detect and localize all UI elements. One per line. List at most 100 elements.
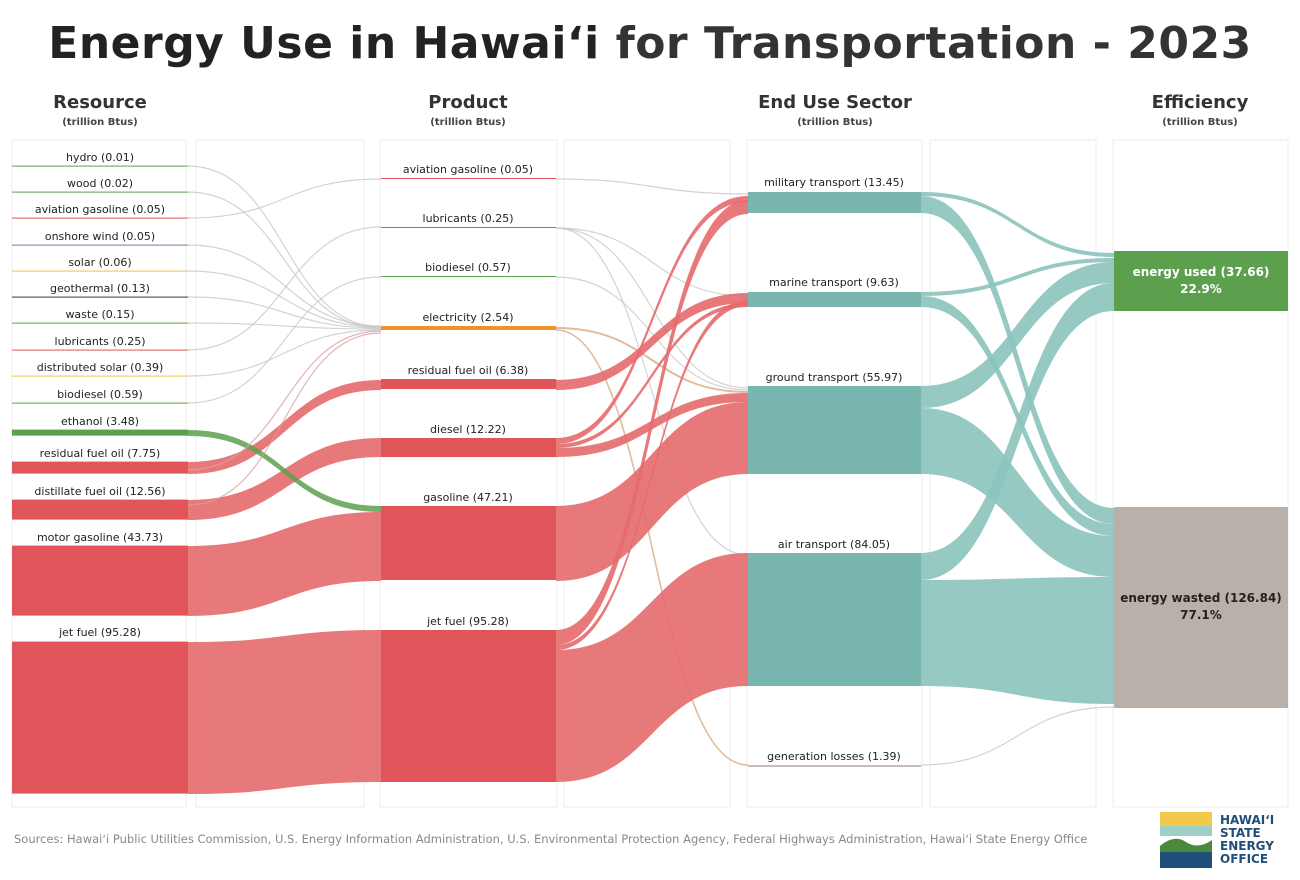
res-jet-fuel-label: jet fuel (95.28) [58, 626, 141, 639]
flow-resource-product-thin [187, 322, 382, 330]
prod-gasoline-node [381, 506, 556, 580]
prod-diesel-label: diesel (12.22) [430, 423, 506, 436]
flow-air-to-wasted [921, 577, 1114, 704]
res-jet-fuel-node [12, 641, 188, 794]
eff-energy-used-node [1114, 251, 1288, 311]
flow-gasoline-to-ground [556, 402, 748, 581]
prod-residual-fuel-oil-node [381, 379, 556, 389]
res-onshore-wind-node [12, 244, 188, 246]
chart-title: Energy Use in Hawaiʻi for Transportation… [0, 18, 1300, 69]
column-header-efficiency: Efficiency (trillion Btus) [1110, 92, 1290, 128]
res-ethanol-label: ethanol (3.48) [61, 415, 139, 428]
prod-lubricants-label: lubricants (0.25) [423, 212, 514, 225]
prod-jet-fuel-label: jet fuel (95.28) [426, 615, 509, 628]
flow-residual-to-marine [556, 293, 748, 390]
res-lubricants-node [12, 349, 188, 351]
hawaii-state-energy-office-logo: HAWAIʻI STATE ENERGY OFFICE [1160, 812, 1280, 872]
eff-energy-wasted-percent: 77.1% [1180, 608, 1222, 622]
flow-losses-to-wasted [920, 706, 1115, 766]
end-military-transport-node [748, 192, 921, 213]
column-heading: Efficiency [1151, 92, 1249, 113]
flow-ethanol-to-gasoline [188, 430, 381, 512]
prod-gasoline-label: gasoline (47.21) [423, 491, 513, 504]
column-panel [379, 139, 558, 808]
sankey-diagram: hydro (0.01) wood (0.02) aviation gasoline… [11, 139, 1289, 808]
res-motor-gasoline-node [12, 545, 188, 616]
flow-distillate-to-electricity [187, 332, 382, 506]
res-residual-fuel-oil-label: residual fuel oil (7.75) [40, 447, 161, 460]
title-part-2: for Transportation - 2023 [615, 18, 1252, 69]
res-distillate-fuel-oil-label: distillate fuel oil (12.56) [34, 485, 165, 498]
flow-air-to-used [921, 283, 1114, 580]
flow-lubricants-to-air [555, 227, 749, 556]
flow-marine-to-used [921, 258, 1114, 296]
end-air-transport-node [748, 553, 921, 686]
flow-jet-to-air [556, 553, 748, 782]
logo-line: STATE [1220, 826, 1261, 840]
flow-electricity-to-losses [555, 329, 749, 766]
res-biodiesel-label: biodiesel (0.59) [57, 388, 143, 401]
eff-energy-used-percent: 22.9% [1180, 282, 1222, 296]
prod-aviation-gasoline-node [381, 178, 556, 179]
flow-resource-product-thin [187, 244, 382, 327]
res-hydro-label: hydro (0.01) [66, 151, 134, 164]
column-heading: Resource [53, 92, 147, 113]
column-unit: (trillion Btus) [1162, 117, 1238, 128]
res-waste-label: waste (0.15) [65, 308, 134, 321]
logo-line: ENERGY [1220, 839, 1274, 853]
prod-biodiesel-label: biodiesel (0.57) [425, 261, 511, 274]
res-motor-gasoline-label: motor gasoline (43.73) [37, 531, 163, 544]
flow-diesel-to-marine [556, 303, 748, 448]
column-unit: (trillion Btus) [62, 117, 138, 128]
res-residual-fuel-oil-node [12, 461, 188, 474]
logo-line: OFFICE [1220, 852, 1269, 866]
res-solar-node [12, 270, 188, 272]
flow-lubricants-to-marine [555, 227, 749, 297]
prod-lubricants-node [381, 227, 556, 228]
end-military-transport-label: military transport (13.45) [764, 176, 904, 189]
flow-motor-gasoline-to-gasoline [188, 512, 381, 616]
flow-military-to-wasted [921, 196, 1114, 524]
logo-text: HAWAIʻI STATE ENERGY OFFICE [1220, 814, 1274, 866]
res-distributed-solar-node [12, 375, 188, 377]
res-aviation-gasoline-node [12, 217, 188, 219]
flow-jet-to-marine [556, 300, 748, 650]
res-aviation-gasoline-label: aviation gasoline (0.05) [35, 203, 165, 216]
prod-biodiesel-node [381, 276, 556, 277]
res-lubricants-label: lubricants (0.25) [55, 335, 146, 348]
flow-resource-product-thin [187, 270, 382, 328]
flow-jet-to-jet [188, 630, 381, 794]
res-wood-node [12, 191, 188, 193]
end-generation-losses-node [748, 765, 921, 767]
logo-mark-icon [1160, 812, 1212, 868]
res-distillate-fuel-oil-node [12, 499, 188, 520]
flow-avgas-to-military [555, 178, 749, 195]
flow-resource-product-thin [187, 178, 382, 219]
logo-line: HAWAIʻI [1220, 813, 1275, 827]
flow-ground-to-used [921, 262, 1114, 408]
column-unit: (trillion Btus) [797, 117, 873, 128]
res-ethanol-node [12, 429, 188, 436]
end-ground-transport-node [748, 386, 921, 474]
flow-military-to-used [921, 192, 1114, 257]
res-waste-node [12, 322, 188, 324]
res-geothermal-node [12, 296, 188, 298]
prod-diesel-node [381, 438, 556, 457]
prod-electricity-node [381, 326, 556, 330]
flow-lubricants-to-ground [555, 227, 749, 389]
flow-resource-product-thin [187, 165, 382, 328]
eff-energy-wasted-node [1114, 507, 1288, 708]
eff-energy-used-label: energy used (37.66) [1133, 265, 1270, 279]
flow-biodiesel-biodiesel [187, 276, 382, 404]
title-part-1: Energy Use in Hawaiʻi [48, 18, 600, 69]
sources-note: Sources: Hawaiʻi Public Utilities Commis… [14, 832, 1088, 846]
flow-residual-to-residual [188, 380, 381, 474]
column-heading: End Use Sector [758, 92, 912, 113]
flow-resource-product-thin [187, 191, 382, 329]
flow-electricity-to-ground [555, 327, 749, 393]
flow-jet-to-military [556, 200, 748, 645]
flow-resource-product-thin [187, 226, 382, 351]
flow-resource-product-thin [187, 329, 382, 377]
prod-aviation-gasoline-label: aviation gasoline (0.05) [403, 163, 533, 176]
res-geothermal-label: geothermal (0.13) [50, 282, 150, 295]
